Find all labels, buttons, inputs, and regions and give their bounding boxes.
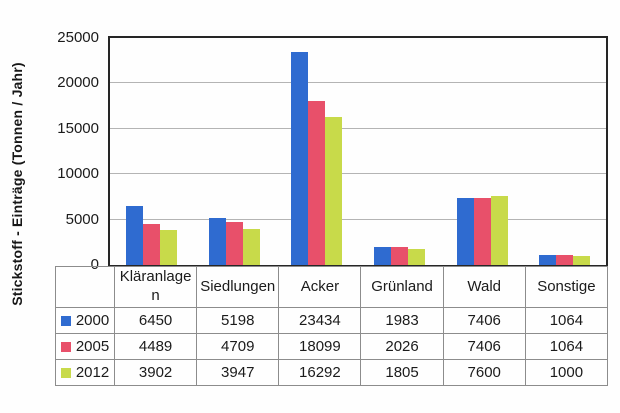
gridline bbox=[110, 82, 606, 84]
table-cell-2000-3: 23434 bbox=[278, 307, 362, 334]
table-row-2000: 2000 6450 5198 23434 1983 7406 1064 bbox=[55, 307, 609, 334]
y-axis-tick-label: 25000 bbox=[57, 29, 99, 46]
table-cell-2012-2: 3947 bbox=[196, 359, 280, 386]
plot-area bbox=[108, 36, 608, 267]
y-axis-tick-label: 10000 bbox=[57, 165, 99, 183]
legend-key-2012: 2012 bbox=[55, 359, 115, 386]
bar-2000-1 bbox=[125, 206, 143, 265]
table-cell-2012-4: 1805 bbox=[360, 359, 444, 386]
legend-key-2000: 2000 bbox=[55, 307, 115, 334]
bar-group-6 bbox=[523, 38, 606, 265]
bar-2000-4 bbox=[373, 247, 391, 265]
column-header-gr-nland: Grünland bbox=[360, 266, 444, 308]
table-cell-2005-4: 2026 bbox=[360, 333, 444, 360]
bar-2012-5 bbox=[490, 196, 508, 265]
bar-group-4 bbox=[358, 38, 441, 265]
gridline bbox=[110, 173, 606, 175]
gridline bbox=[110, 218, 606, 220]
legend-label-2005: 2005 bbox=[75, 338, 110, 355]
bar-2000-5 bbox=[456, 197, 474, 265]
legend-swatch-icon-2012 bbox=[60, 368, 71, 378]
bar-groups bbox=[110, 38, 606, 265]
y-axis-ticks: 0 5000 10000 15000 20000 25000 bbox=[0, 29, 99, 273]
bar-2005-1 bbox=[142, 224, 160, 265]
y-axis-tick-label: 15000 bbox=[57, 119, 99, 137]
table-cell-2000-6: 1064 bbox=[524, 307, 609, 334]
bar-2012-6 bbox=[573, 255, 591, 265]
table-cell-2000-5: 7406 bbox=[442, 307, 526, 334]
bar-2012-1 bbox=[159, 229, 177, 265]
table-cell-2005-1: 4489 bbox=[113, 333, 198, 360]
y-axis-tick-label: 0 bbox=[90, 256, 99, 273]
table-cell-2005-5: 7406 bbox=[442, 333, 526, 360]
table-cell-2012-5: 7600 bbox=[442, 359, 526, 386]
bar-2005-4 bbox=[390, 246, 408, 265]
table-cell-2012-1: 3902 bbox=[113, 359, 198, 386]
table-cell-2005-2: 4709 bbox=[196, 333, 280, 360]
bar-2000-3 bbox=[291, 52, 309, 265]
legend-swatch-icon-2005 bbox=[60, 342, 71, 352]
bar-group-1 bbox=[110, 38, 193, 265]
bar-2012-2 bbox=[242, 229, 260, 265]
legend-label-2012: 2012 bbox=[75, 364, 110, 381]
bar-2000-6 bbox=[539, 255, 557, 265]
bar-2005-2 bbox=[225, 222, 243, 265]
table-row-2012: 2012 3902 3947 16292 1805 7600 1000 bbox=[55, 359, 609, 386]
bar-group-5 bbox=[441, 38, 524, 265]
bar-2005-3 bbox=[308, 100, 326, 265]
y-axis-tick-label: 20000 bbox=[57, 74, 99, 92]
bar-2012-4 bbox=[407, 248, 425, 265]
data-table: Kläranlagen Siedlungen Acker Grünland Wald So… bbox=[55, 266, 609, 386]
column-header-siedlungen: Siedlungen bbox=[196, 266, 280, 308]
table-cell-2000-2: 5198 bbox=[196, 307, 280, 334]
column-header-wald: Wald bbox=[442, 266, 526, 308]
bar-2000-2 bbox=[208, 217, 226, 265]
table-cell-2005-6: 1064 bbox=[524, 333, 609, 360]
column-header-acker: Acker bbox=[278, 266, 362, 308]
bar-2005-5 bbox=[473, 197, 491, 265]
bar-2012-3 bbox=[325, 117, 343, 265]
table-cell-2005-3: 18099 bbox=[278, 333, 362, 360]
table-cell-2000-4: 1983 bbox=[360, 307, 444, 334]
table-header-row: Kläranlagen Siedlungen Acker Grünland Wald So… bbox=[55, 266, 609, 308]
column-header-sonstige: Sonstige bbox=[524, 266, 609, 308]
column-header-kl-ranlagen: Kläranlagen bbox=[113, 266, 198, 308]
table-cell-2012-6: 1000 bbox=[524, 359, 609, 386]
table-corner-spacer bbox=[55, 266, 115, 308]
legend-label-2000: 2000 bbox=[75, 312, 110, 329]
bar-group-2 bbox=[193, 38, 276, 265]
bar-group-3 bbox=[275, 38, 358, 265]
bar-2005-6 bbox=[556, 255, 574, 265]
table-cell-2000-1: 6450 bbox=[113, 307, 198, 334]
gridline bbox=[110, 127, 606, 129]
legend-key-2005: 2005 bbox=[55, 333, 115, 360]
table-cell-2012-3: 16292 bbox=[278, 359, 362, 386]
y-axis-tick-label: 5000 bbox=[65, 210, 99, 228]
table-row-2005: 2005 4489 4709 18099 2026 7406 1064 bbox=[55, 333, 609, 360]
legend-swatch-icon-2000 bbox=[60, 316, 71, 326]
